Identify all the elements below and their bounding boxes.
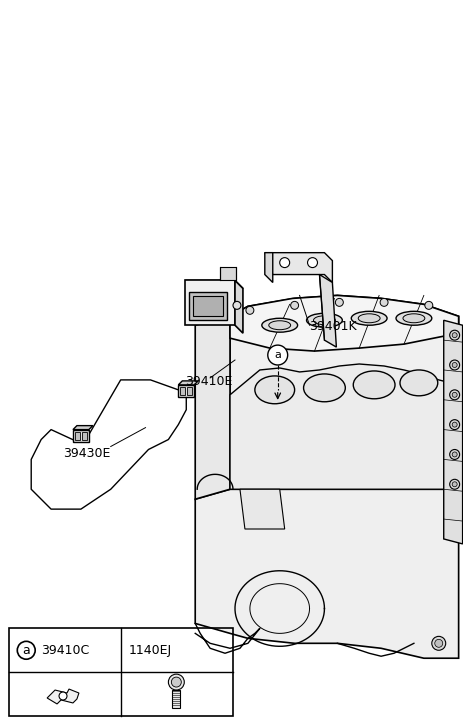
Polygon shape xyxy=(195,489,457,658)
Polygon shape xyxy=(239,489,284,529)
Circle shape xyxy=(279,257,289,268)
Circle shape xyxy=(449,330,459,340)
Ellipse shape xyxy=(357,314,379,323)
Polygon shape xyxy=(443,321,462,544)
Circle shape xyxy=(171,677,181,687)
Polygon shape xyxy=(319,275,336,347)
Circle shape xyxy=(451,393,456,397)
Circle shape xyxy=(424,302,432,309)
Circle shape xyxy=(451,482,456,487)
Text: 39401K: 39401K xyxy=(309,321,357,333)
Ellipse shape xyxy=(306,313,342,327)
Circle shape xyxy=(307,257,317,268)
Polygon shape xyxy=(47,689,79,704)
Ellipse shape xyxy=(352,371,394,399)
Text: a: a xyxy=(274,350,281,360)
Bar xyxy=(82,432,87,440)
Bar xyxy=(187,387,192,395)
Circle shape xyxy=(431,636,445,650)
Circle shape xyxy=(451,422,456,427)
Circle shape xyxy=(245,306,253,314)
Text: 39430E: 39430E xyxy=(63,446,110,459)
Polygon shape xyxy=(230,295,457,351)
Bar xyxy=(193,297,223,316)
Ellipse shape xyxy=(402,314,424,323)
Bar xyxy=(75,432,80,440)
Circle shape xyxy=(335,298,343,306)
Circle shape xyxy=(449,479,459,489)
Circle shape xyxy=(451,333,456,337)
Polygon shape xyxy=(185,281,243,289)
Circle shape xyxy=(59,692,67,700)
Ellipse shape xyxy=(395,311,431,325)
Circle shape xyxy=(379,298,387,306)
Circle shape xyxy=(290,302,298,309)
Circle shape xyxy=(451,363,456,367)
Bar xyxy=(9,628,232,716)
Ellipse shape xyxy=(399,370,437,395)
Polygon shape xyxy=(185,281,234,325)
Ellipse shape xyxy=(350,311,386,325)
Bar xyxy=(189,292,226,321)
Ellipse shape xyxy=(303,374,344,402)
Ellipse shape xyxy=(254,376,294,403)
Polygon shape xyxy=(195,316,230,499)
Circle shape xyxy=(449,390,459,400)
Polygon shape xyxy=(73,430,89,441)
Text: 1140EJ: 1140EJ xyxy=(128,644,171,656)
Ellipse shape xyxy=(313,316,335,325)
Polygon shape xyxy=(230,364,457,489)
Polygon shape xyxy=(178,381,198,385)
Bar xyxy=(219,267,236,281)
Bar xyxy=(172,690,180,708)
Circle shape xyxy=(168,674,184,690)
Circle shape xyxy=(232,302,240,309)
Polygon shape xyxy=(234,281,243,333)
Text: 39410C: 39410C xyxy=(41,644,89,656)
Polygon shape xyxy=(264,253,272,283)
Text: a: a xyxy=(22,644,30,656)
Circle shape xyxy=(449,360,459,370)
Polygon shape xyxy=(264,253,332,283)
Circle shape xyxy=(451,452,456,457)
Text: 39410E: 39410E xyxy=(185,375,232,388)
Circle shape xyxy=(434,639,442,647)
Polygon shape xyxy=(73,425,93,430)
Polygon shape xyxy=(178,385,194,397)
Circle shape xyxy=(449,419,459,430)
Ellipse shape xyxy=(261,318,297,332)
Bar xyxy=(180,387,185,395)
Circle shape xyxy=(267,345,287,365)
Circle shape xyxy=(449,449,459,459)
Polygon shape xyxy=(230,295,457,489)
Ellipse shape xyxy=(268,321,290,330)
